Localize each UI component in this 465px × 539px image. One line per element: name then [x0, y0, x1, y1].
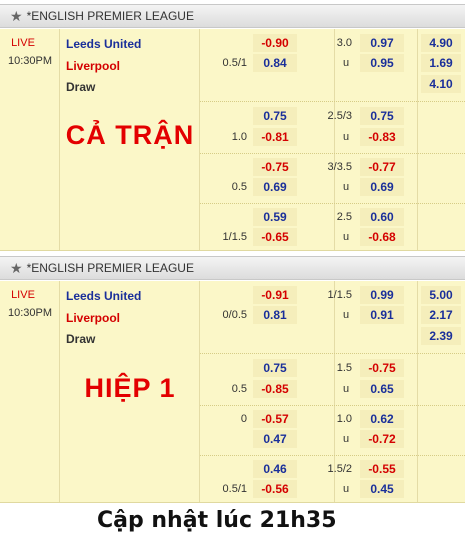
under-label: u [343, 483, 350, 495]
match-panel-first-half: LIVE 10:30PM Leeds United Liverpool Draw… [0, 281, 465, 503]
hdp-line: 0.5/1 [222, 483, 247, 495]
ou-line: 2.5 [336, 211, 352, 223]
hdp-away-odd[interactable]: 0.84 [253, 54, 297, 72]
under-label: u [343, 231, 350, 243]
ou-under-odd[interactable]: 0.65 [360, 380, 404, 398]
match-time: 10:30PM [7, 55, 53, 67]
league-name: *ENGLISH PREMIER LEAGUE [26, 261, 194, 275]
match-panel-full-time: LIVE 10:30PM Leeds United Liverpool Draw… [0, 29, 465, 251]
away-team[interactable]: Liverpool [66, 59, 121, 73]
ou-line: 3/3.5 [327, 161, 352, 173]
ou-line: 1.5/2 [327, 463, 352, 475]
odd-1x2-home[interactable]: 4.90 [421, 34, 461, 52]
hdp-line: 0 [240, 413, 247, 425]
ou-over-odd[interactable]: -0.77 [360, 158, 404, 176]
under-label: u [343, 433, 350, 445]
hdp-away-odd[interactable]: -0.65 [253, 228, 297, 246]
hdp-home-odd[interactable]: -0.57 [253, 410, 297, 428]
hdp-away-odd[interactable]: -0.85 [253, 380, 297, 398]
hdp-line: 0.5 [231, 181, 247, 193]
under-label: u [343, 383, 350, 395]
odd-1x2-draw[interactable]: 2.39 [421, 327, 461, 345]
hdp-line: 1.0 [231, 131, 247, 143]
draw-label: Draw [66, 332, 96, 346]
match-time: 10:30PM [7, 307, 53, 319]
hdp-home-odd[interactable]: 0.46 [253, 460, 297, 478]
odd-1x2-draw[interactable]: 4.10 [421, 75, 461, 93]
star-icon[interactable]: ★ [10, 260, 23, 276]
under-label: u [343, 181, 350, 193]
hdp-away-odd[interactable]: 0.81 [253, 306, 297, 324]
odd-1x2-away[interactable]: 1.69 [421, 54, 461, 72]
ou-under-odd[interactable]: -0.68 [360, 228, 404, 246]
league-header: ★ *ENGLISH PREMIER LEAGUE [0, 256, 465, 280]
live-status: LIVE [11, 37, 35, 49]
ou-line: 3.0 [336, 37, 352, 49]
under-label: u [343, 57, 350, 69]
hdp-line: 0.5/1 [222, 57, 247, 69]
ou-line: 1.5 [336, 362, 352, 374]
odd-1x2-away[interactable]: 2.17 [421, 306, 461, 324]
ou-under-odd[interactable]: 0.95 [360, 54, 404, 72]
home-team[interactable]: Leeds United [66, 37, 142, 51]
ou-line: 1/1.5 [327, 289, 352, 301]
ou-over-odd[interactable]: 0.99 [360, 286, 404, 304]
ou-under-odd[interactable]: -0.83 [360, 128, 404, 146]
ou-over-odd[interactable]: 0.60 [360, 208, 404, 226]
hdp-away-odd[interactable]: -0.56 [253, 480, 297, 498]
ou-over-odd[interactable]: -0.75 [360, 359, 404, 377]
ou-over-odd[interactable]: 0.75 [360, 107, 404, 125]
ou-line: 1.0 [336, 413, 352, 425]
hdp-home-odd[interactable]: -0.91 [253, 286, 297, 304]
update-caption: Cập nhật lúc 21h35 [97, 508, 337, 533]
hdp-home-odd[interactable]: -0.75 [253, 158, 297, 176]
hdp-home-odd[interactable]: 0.75 [253, 107, 297, 125]
hdp-away-odd[interactable]: 0.47 [253, 430, 297, 448]
odd-1x2-home[interactable]: 5.00 [421, 286, 461, 304]
home-team[interactable]: Leeds United [66, 289, 142, 303]
hdp-home-odd[interactable]: 0.75 [253, 359, 297, 377]
hdp-home-odd[interactable]: 0.59 [253, 208, 297, 226]
ou-line: 2.5/3 [327, 110, 352, 122]
hdp-home-odd[interactable]: -0.90 [253, 34, 297, 52]
period-label: HIỆP 1 [84, 373, 176, 403]
hdp-line: 1/1.5 [222, 231, 247, 243]
live-status: LIVE [11, 289, 35, 301]
hdp-away-odd[interactable]: -0.81 [253, 128, 297, 146]
ou-under-odd[interactable]: 0.91 [360, 306, 404, 324]
ou-under-odd[interactable]: 0.69 [360, 178, 404, 196]
ou-over-odd[interactable]: -0.55 [360, 460, 404, 478]
under-label: u [343, 131, 350, 143]
ou-over-odd[interactable]: 0.62 [360, 410, 404, 428]
star-icon[interactable]: ★ [10, 8, 23, 24]
hdp-line: 0/0.5 [222, 309, 247, 321]
period-label: CẢ TRẬN [65, 120, 195, 150]
ou-under-odd[interactable]: -0.72 [360, 430, 404, 448]
draw-label: Draw [66, 80, 96, 94]
ou-under-odd[interactable]: 0.45 [360, 480, 404, 498]
hdp-line: 0.5 [231, 383, 247, 395]
league-name: *ENGLISH PREMIER LEAGUE [26, 9, 194, 23]
under-label: u [343, 309, 350, 321]
ou-over-odd[interactable]: 0.97 [360, 34, 404, 52]
hdp-away-odd[interactable]: 0.69 [253, 178, 297, 196]
away-team[interactable]: Liverpool [66, 311, 121, 325]
league-header: ★ *ENGLISH PREMIER LEAGUE [0, 4, 465, 28]
